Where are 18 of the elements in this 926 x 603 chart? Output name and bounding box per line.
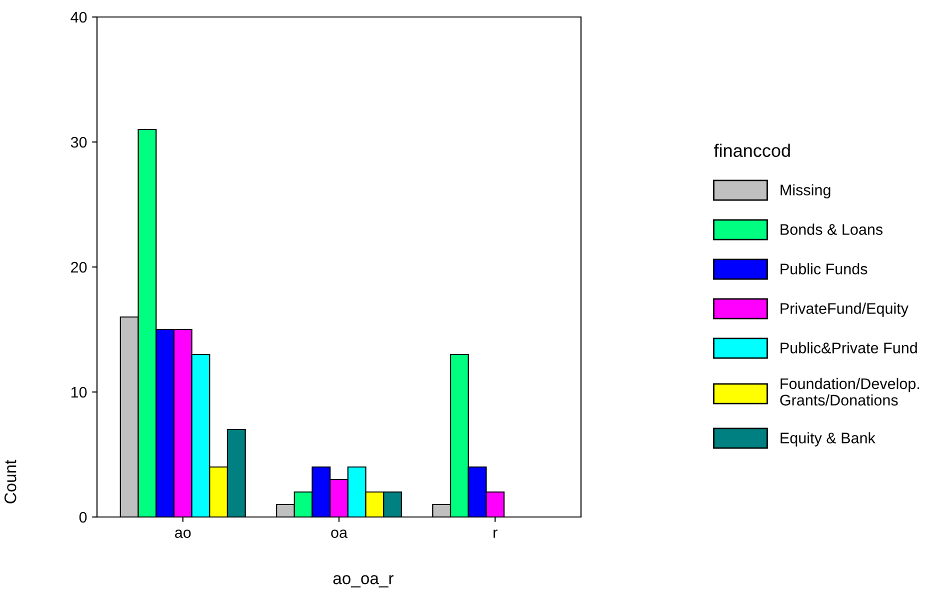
legend-label: Missing: [780, 184, 830, 198]
x-axis-title: ao_oa_r: [333, 575, 394, 588]
y-axis-title: Count: [4, 460, 16, 504]
legend-label: Public&Private Fund: [780, 342, 917, 354]
legend-label: Equity & Bank: [780, 432, 876, 446]
x-tick-label: ao: [175, 530, 191, 538]
y-tick-label: 20: [71, 262, 87, 273]
x-tick-label: r: [494, 530, 498, 538]
legend-label: Foundation/Develop. Grants/Donations: [780, 378, 920, 406]
y-tick-label: 40: [70, 12, 87, 23]
y-tick-label: 10: [71, 386, 87, 398]
y-tick-label: 0: [79, 512, 87, 523]
y-tick-label: 30: [70, 136, 87, 148]
legend-label: Public Funds: [780, 263, 868, 274]
x-tick-label: oa: [331, 530, 348, 538]
legend-label: PrivateFund/Equity: [780, 302, 908, 317]
legend-title: financcod: [714, 144, 790, 158]
legend-label: Bonds & Loans: [780, 224, 883, 235]
